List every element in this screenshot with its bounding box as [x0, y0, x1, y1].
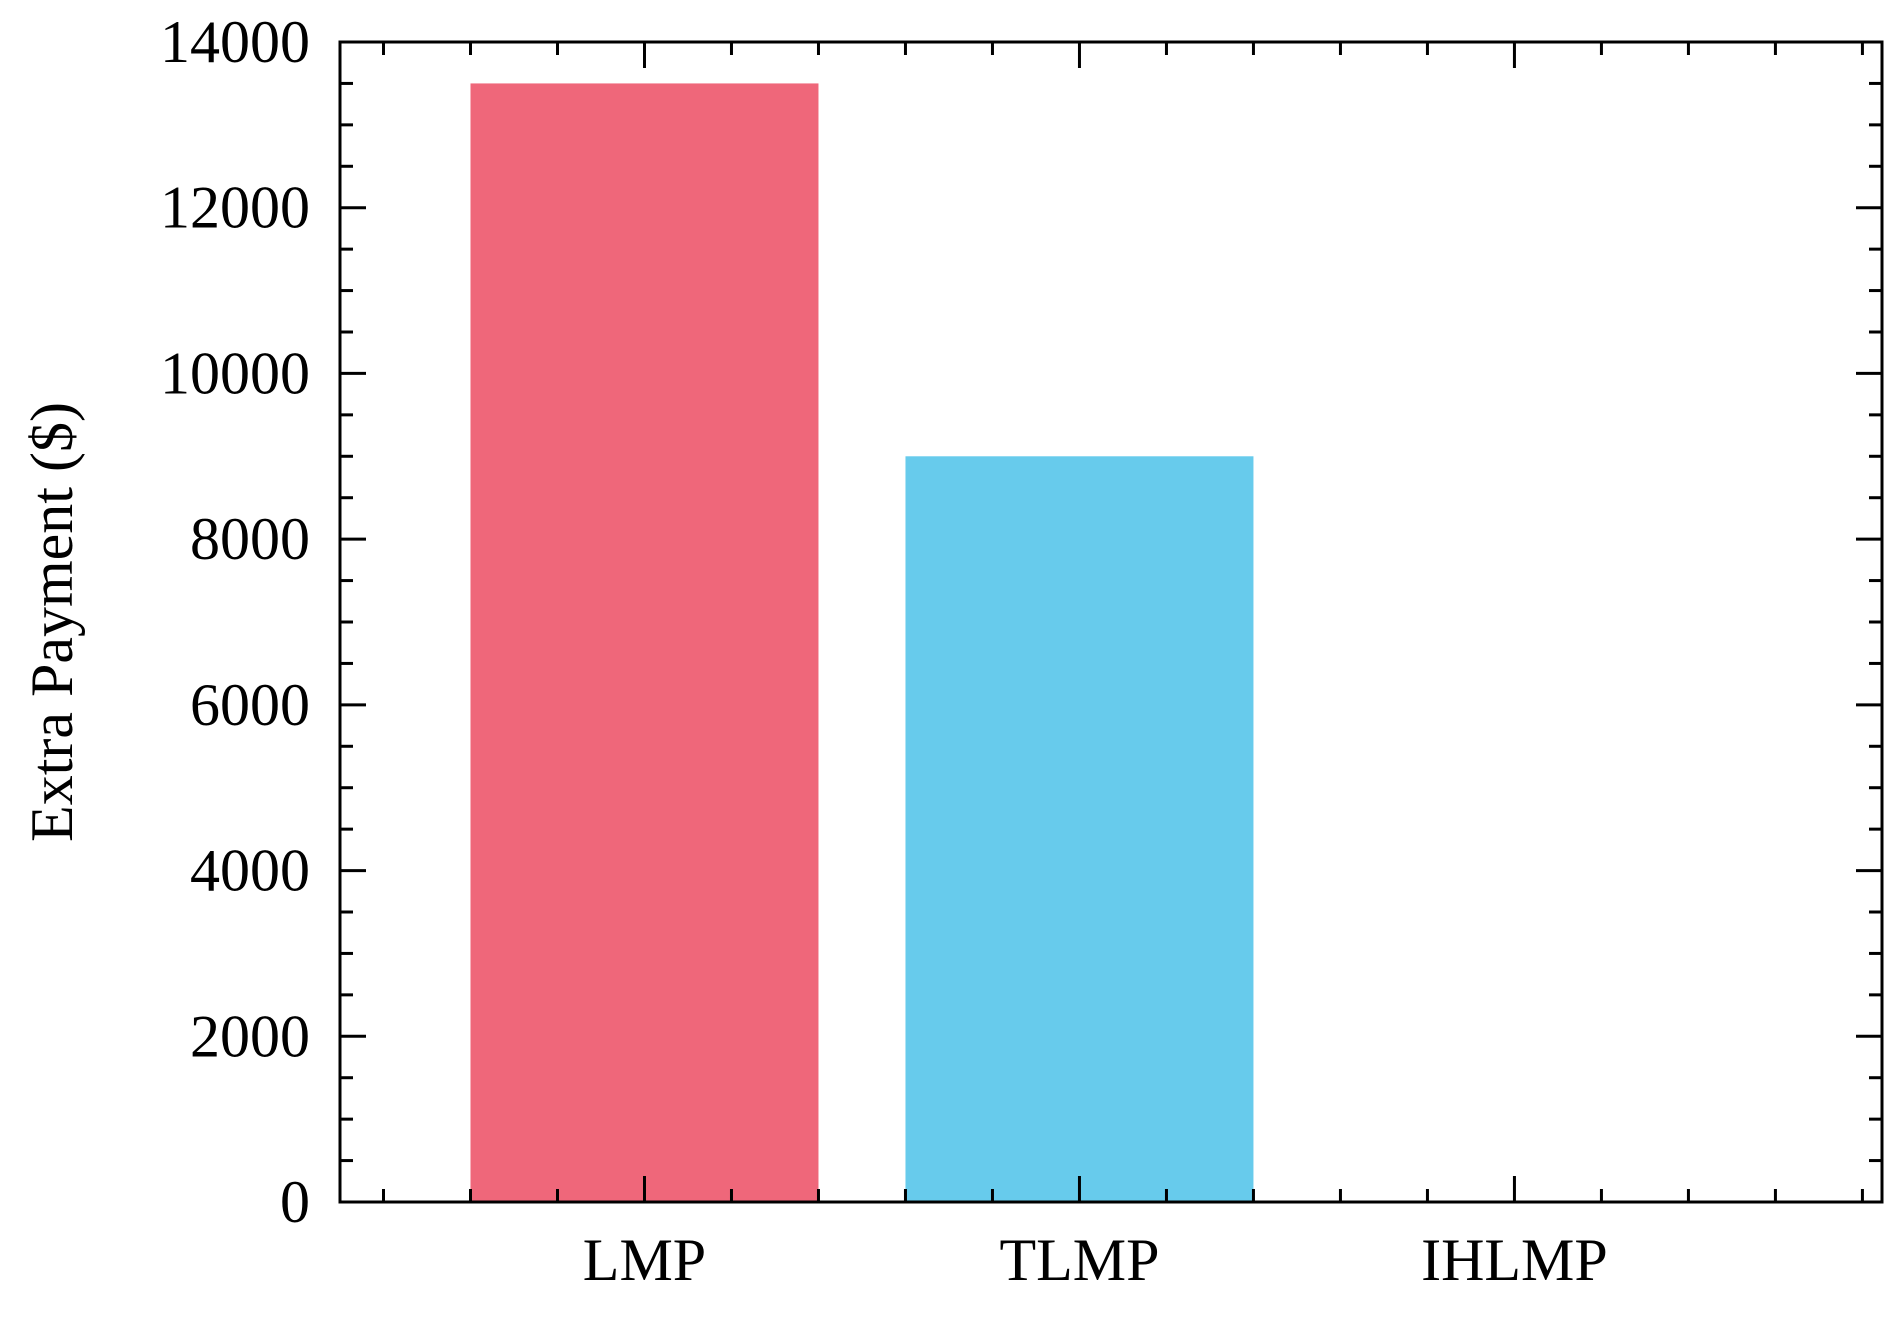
ticks-layer [340, 40, 1882, 1204]
y-tick-label: 0 [280, 1169, 310, 1235]
bars-layer [470, 83, 1254, 1202]
y-tick-label: 8000 [190, 506, 310, 572]
x-tick-label: LMP [583, 1227, 706, 1293]
y-tick-label: 14000 [160, 9, 310, 75]
x-tick-label: TLMP [999, 1227, 1159, 1293]
plot-frame [338, 40, 1884, 1204]
bar-tlmp [905, 456, 1254, 1202]
y-tick-label: 6000 [190, 672, 310, 738]
labels-layer: 0 2000 4000 6000 8000 10000 12000 14000 LMP TLMP I… [160, 9, 1608, 1293]
y-tick-label: 4000 [190, 838, 310, 904]
bar-lmp [470, 83, 819, 1202]
y-tick-label: 2000 [190, 1003, 310, 1069]
x-tick-label: IHLMP [1421, 1227, 1608, 1293]
y-tick-label: 10000 [160, 340, 310, 406]
y-tick-label: 12000 [160, 175, 310, 241]
y-axis-title: Extra Payment ($) [19, 402, 85, 842]
